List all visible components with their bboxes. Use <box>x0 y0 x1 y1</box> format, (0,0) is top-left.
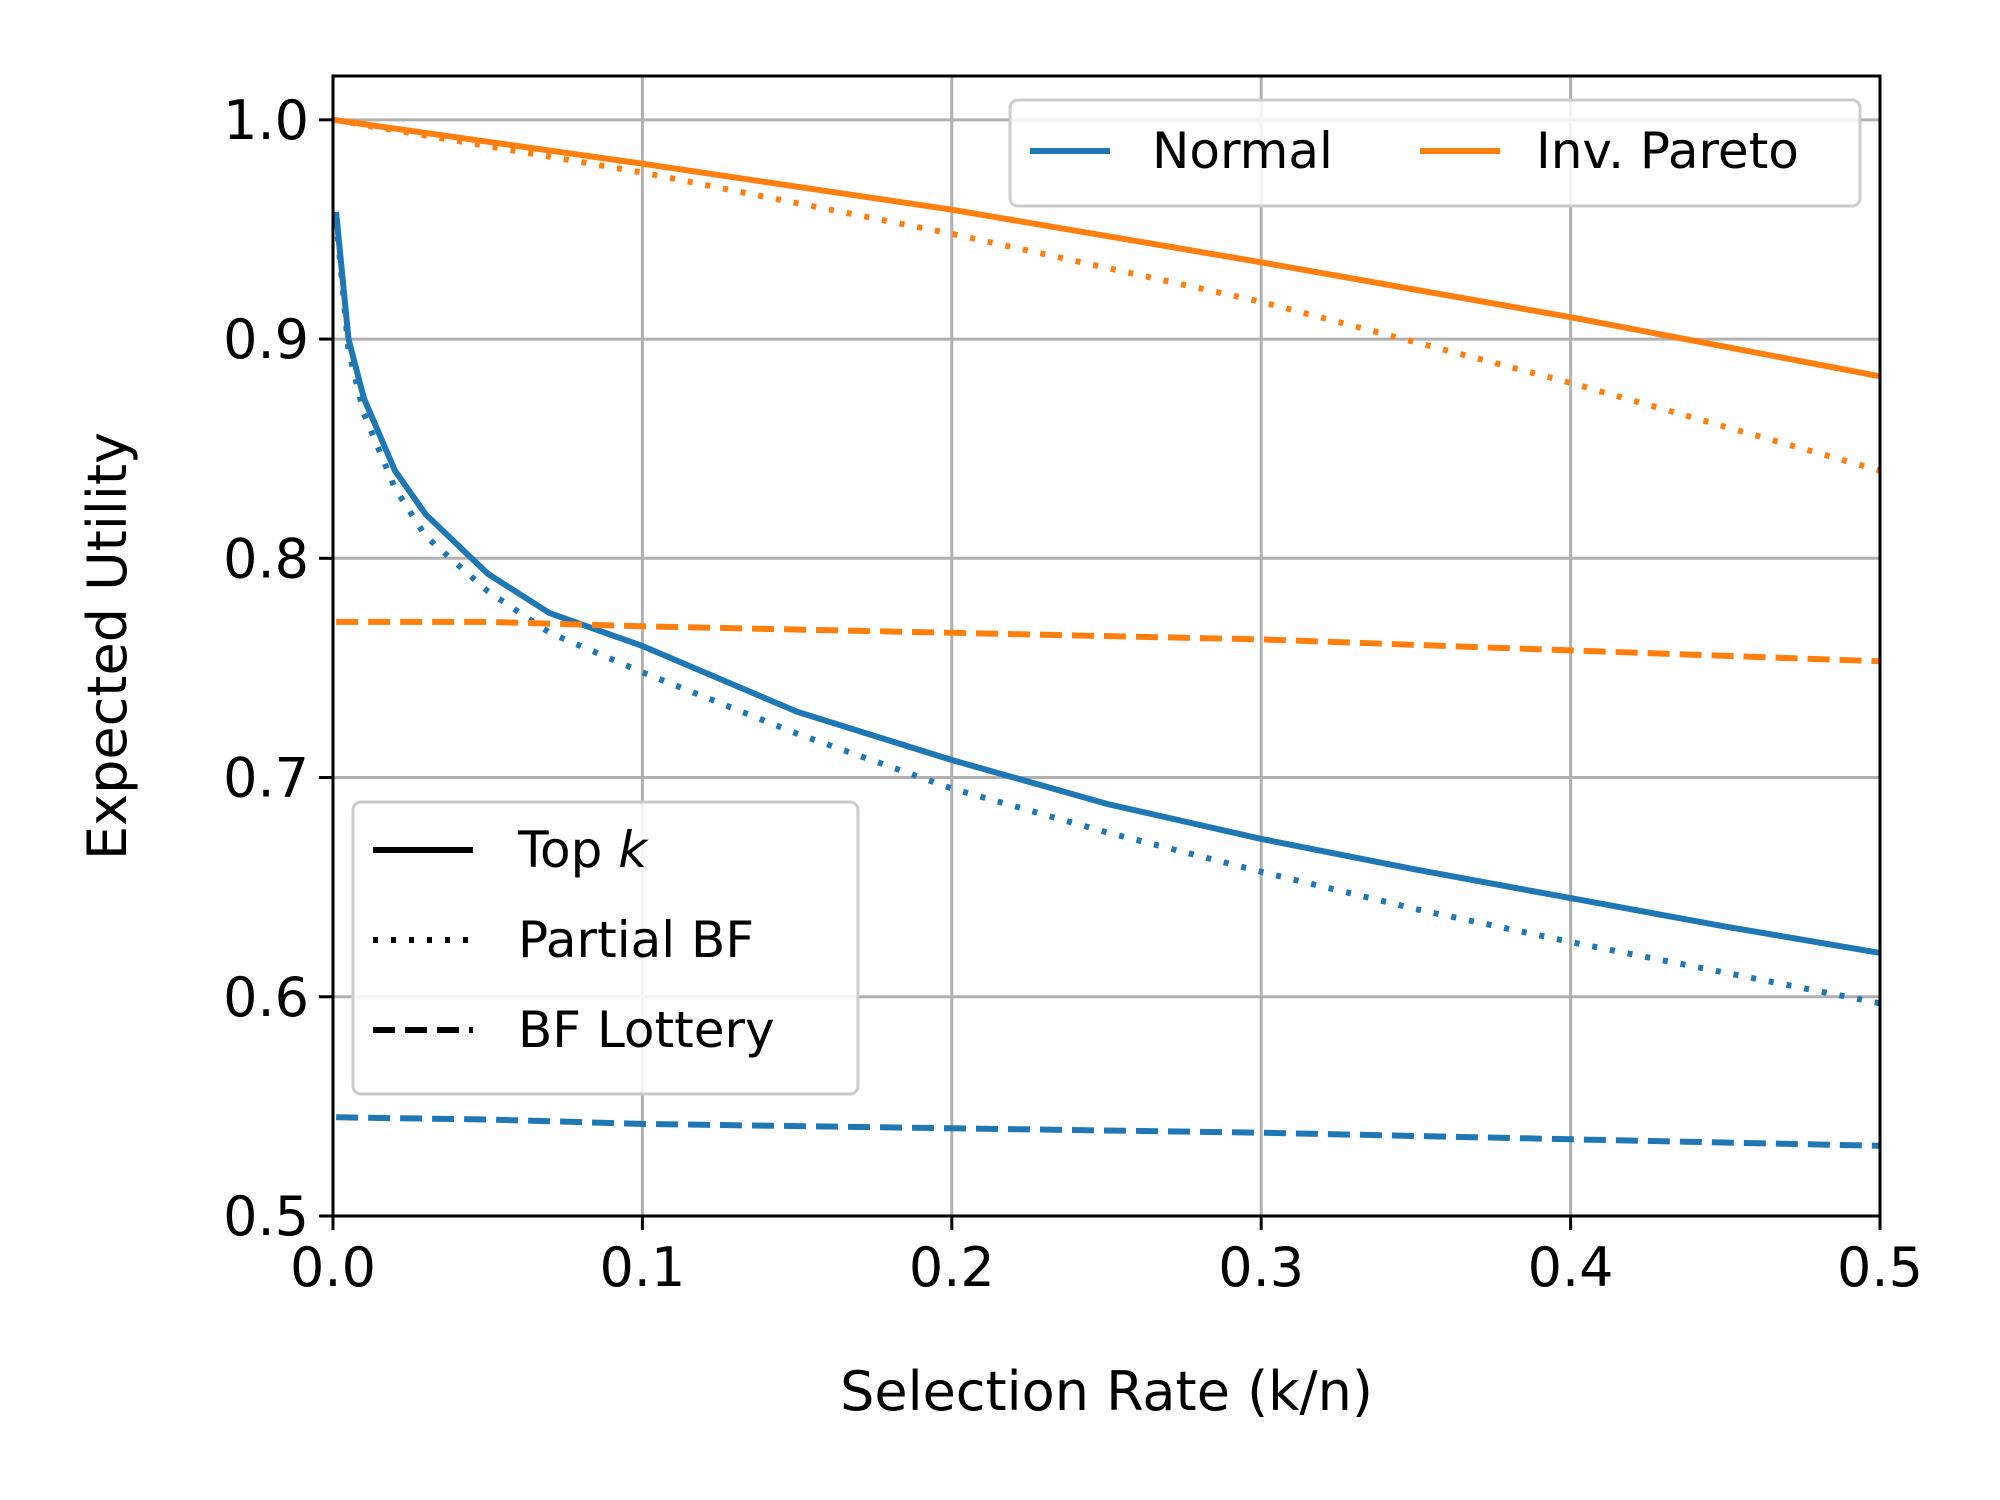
y-tick-label: 0.6 <box>223 966 309 1029</box>
y-tick-label: 0.9 <box>223 308 309 371</box>
series-inv-pareto-dashed-line <box>336 618 1881 665</box>
x-tick-label: 0.0 <box>290 1236 376 1299</box>
x-tick-label: 0.5 <box>1837 1236 1923 1299</box>
y-axis-label: Expected Utility <box>76 432 139 860</box>
x-tick-label: 0.4 <box>1528 1236 1614 1299</box>
y-tick-label: 0.8 <box>223 527 309 590</box>
series-normal-dashed-line <box>336 1114 1881 1149</box>
legend-label-main: Top <box>517 821 602 879</box>
x-tick-label: 0.1 <box>599 1236 685 1299</box>
series-inv-pareto-solid-line <box>332 116 1881 380</box>
plot-frame <box>331 74 1882 1218</box>
legend-method-frame <box>351 800 860 1096</box>
y-tick-label: 0.7 <box>223 747 309 810</box>
axis-ticks: 0.0 0.1 0.2 0.3 0.4 0.5 0.5 0.6 0.7 0.8 0.9 1.0 <box>223 89 1923 1299</box>
x-tick-label: 0.2 <box>909 1236 995 1299</box>
y-tick-label: 1.0 <box>223 89 309 152</box>
series-layer <box>332 116 1881 1149</box>
legend-label: Normal <box>1152 122 1333 180</box>
series-normal-solid-line <box>333 211 1881 956</box>
y-tick-label: 0.5 <box>223 1185 309 1248</box>
legend-label: Partial BF <box>518 911 754 969</box>
x-axis-label: Selection Rate (k/n) <box>840 1360 1373 1423</box>
x-tick-label: 0.3 <box>1218 1236 1304 1299</box>
legend-label: Inv. Pareto <box>1536 122 1799 180</box>
legend-label: BF Lottery <box>518 1001 775 1059</box>
series-normal-dotted-line <box>333 218 1881 1007</box>
legend-distribution: Normal Inv. Pareto <box>1008 98 1862 208</box>
legend-method: Top k Partial BF BF Lottery <box>351 800 860 1096</box>
legend-label-italic: k <box>618 821 649 879</box>
legend-label: Top k <box>517 821 649 879</box>
